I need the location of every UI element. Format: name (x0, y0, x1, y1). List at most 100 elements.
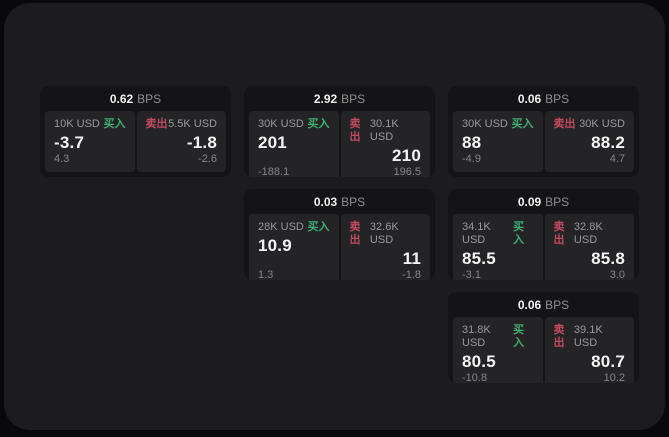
quote-panels: 31.8K USD 买入 80.5 -10.8 卖出 39.1K USD 80.… (448, 317, 639, 383)
sell-panel[interactable]: 卖出 30.1K USD 210 196.5 (340, 111, 430, 177)
buy-side-label: 买入 (103, 118, 126, 130)
sell-delta-value: 4.7 (609, 153, 625, 165)
card-header: 0.62 BPS (40, 86, 231, 111)
card-header: 0.09 BPS (448, 189, 639, 214)
buy-panel[interactable]: 10K USD 买入 -3.7 4.3 (45, 111, 135, 172)
sell-delta-value: 196.5 (393, 166, 421, 177)
sell-delta-value: 10.2 (603, 372, 625, 383)
buy-price-value: 10.9 (258, 236, 292, 255)
buy-panel-header: 10K USD 买入 (54, 118, 126, 131)
sell-price-value: 11 (402, 249, 421, 268)
sell-side-label: 卖出 (349, 118, 361, 143)
bps-value: 0.62 (109, 91, 134, 106)
bps-unit: BPS (545, 91, 570, 106)
app-window: 0.62 BPS 10K USD 买入 -3.7 4.3 卖出 5.5K USD… (4, 3, 665, 430)
sell-panel-header: 卖出 32.8K USD (554, 221, 626, 247)
quote-panels: 30K USD 买入 88 -4.9 卖出 30K USD 88.2 4.7 (448, 111, 639, 177)
buy-amount-label: 30K USD (462, 118, 508, 130)
quote-card: 2.92 BPS 30K USD 买入 201 -188.1 卖出 30.1K … (244, 86, 435, 177)
sell-side-label: 卖出 (349, 221, 361, 246)
sell-panel-header: 卖出 30K USD (554, 118, 626, 131)
bps-value: 2.92 (313, 91, 338, 106)
sell-panel[interactable]: 卖出 5.5K USD -1.8 -2.6 (136, 111, 226, 172)
quote-grid: 0.62 BPS 10K USD 买入 -3.7 4.3 卖出 5.5K USD… (40, 86, 639, 383)
buy-panel[interactable]: 30K USD 买入 201 -188.1 (249, 111, 339, 177)
sell-price-value: 80.7 (591, 352, 625, 371)
bps-unit: BPS (545, 297, 570, 312)
sell-panel-header: 卖出 30.1K USD (350, 118, 422, 144)
quote-panels: 28K USD 买入 10.9 1.3 卖出 32.6K USD 11 -1.8 (244, 214, 435, 280)
quote-panels: 34.1K USD 买入 85.5 -3.1 卖出 32.8K USD 85.8… (448, 214, 639, 280)
buy-delta-value: -4.9 (462, 153, 481, 165)
sell-amount-label: 30.1K USD (369, 118, 399, 143)
buy-panel[interactable]: 31.8K USD 买入 80.5 -10.8 (453, 317, 543, 383)
sell-price-value: 210 (392, 146, 421, 165)
sell-panel-header: 卖出 32.6K USD (350, 221, 422, 247)
buy-side-label: 买入 (307, 221, 330, 233)
buy-panel[interactable]: 34.1K USD 买入 85.5 -3.1 (453, 214, 543, 280)
sell-side-label: 卖出 (553, 118, 576, 130)
buy-price-value: 201 (258, 133, 287, 152)
sell-panel[interactable]: 卖出 39.1K USD 80.7 10.2 (544, 317, 634, 383)
card-header: 0.06 BPS (448, 86, 639, 111)
sell-panel[interactable]: 卖出 30K USD 88.2 4.7 (544, 111, 634, 172)
sell-panel[interactable]: 卖出 32.6K USD 11 -1.8 (340, 214, 430, 280)
bps-unit: BPS (341, 91, 366, 106)
sell-price-value: 88.2 (591, 133, 625, 152)
sell-amount-label: 32.6K USD (369, 221, 399, 246)
buy-delta-value: -10.8 (462, 372, 488, 383)
sell-panel[interactable]: 卖出 32.8K USD 85.8 3.0 (544, 214, 634, 280)
sell-side-label: 卖出 (553, 324, 565, 349)
buy-price-value: 85.5 (462, 249, 496, 268)
buy-panel-header: 28K USD 买入 (258, 221, 330, 234)
buy-panel-header: 34.1K USD 买入 (462, 221, 534, 247)
bps-unit: BPS (545, 194, 570, 209)
sell-amount-label: 39.1K USD (573, 324, 603, 349)
bps-value: 0.03 (313, 194, 338, 209)
bps-unit: BPS (341, 194, 366, 209)
sell-amount-label: 32.8K USD (573, 221, 603, 246)
buy-amount-label: 10K USD (54, 118, 100, 130)
buy-delta-value: -188.1 (258, 166, 290, 177)
sell-panel-header: 卖出 5.5K USD (146, 118, 218, 131)
quote-card: 0.09 BPS 34.1K USD 买入 85.5 -3.1 卖出 32.8K… (448, 189, 639, 280)
buy-side-label: 买入 (513, 324, 525, 349)
quote-panels: 10K USD 买入 -3.7 4.3 卖出 5.5K USD -1.8 -2.… (40, 111, 231, 177)
sell-delta-value: -1.8 (402, 269, 421, 280)
buy-delta-value: 1.3 (258, 269, 274, 280)
sell-price-value: -1.8 (186, 133, 217, 152)
buy-side-label: 买入 (513, 221, 525, 246)
buy-panel[interactable]: 30K USD 买入 88 -4.9 (453, 111, 543, 172)
buy-panel-header: 30K USD 买入 (258, 118, 330, 131)
sell-amount-label: 5.5K USD (168, 118, 217, 130)
buy-panel[interactable]: 28K USD 买入 10.9 1.3 (249, 214, 339, 280)
quote-card: 0.06 BPS 30K USD 买入 88 -4.9 卖出 30K USD 8… (448, 86, 639, 177)
bps-value: 0.06 (517, 297, 542, 312)
buy-delta-value: 4.3 (54, 153, 70, 165)
buy-panel-header: 30K USD 买入 (462, 118, 534, 131)
card-header: 2.92 BPS (244, 86, 435, 111)
buy-price-value: -3.7 (54, 133, 85, 152)
sell-panel-header: 卖出 39.1K USD (554, 324, 626, 350)
sell-delta-value: 3.0 (609, 269, 625, 280)
buy-price-value: 80.5 (462, 352, 496, 371)
card-header: 0.03 BPS (244, 189, 435, 214)
buy-amount-label: 28K USD (258, 221, 304, 233)
quote-panels: 30K USD 买入 201 -188.1 卖出 30.1K USD 210 1… (244, 111, 435, 177)
sell-side-label: 卖出 (145, 118, 168, 130)
buy-panel-header: 31.8K USD 买入 (462, 324, 534, 350)
sell-amount-label: 30K USD (579, 118, 625, 130)
bps-value: 0.09 (517, 194, 542, 209)
buy-amount-label: 34.1K USD (462, 221, 491, 246)
bps-unit: BPS (137, 91, 162, 106)
quote-card: 0.62 BPS 10K USD 买入 -3.7 4.3 卖出 5.5K USD… (40, 86, 231, 177)
sell-side-label: 卖出 (553, 221, 565, 246)
buy-side-label: 买入 (511, 118, 534, 130)
quote-card: 0.03 BPS 28K USD 买入 10.9 1.3 卖出 32.6K US… (244, 189, 435, 280)
sell-price-value: 85.8 (591, 249, 625, 268)
buy-amount-label: 30K USD (258, 118, 304, 130)
buy-side-label: 买入 (307, 118, 330, 130)
buy-amount-label: 31.8K USD (462, 324, 491, 349)
sell-delta-value: -2.6 (198, 153, 217, 165)
buy-delta-value: -3.1 (462, 269, 481, 280)
